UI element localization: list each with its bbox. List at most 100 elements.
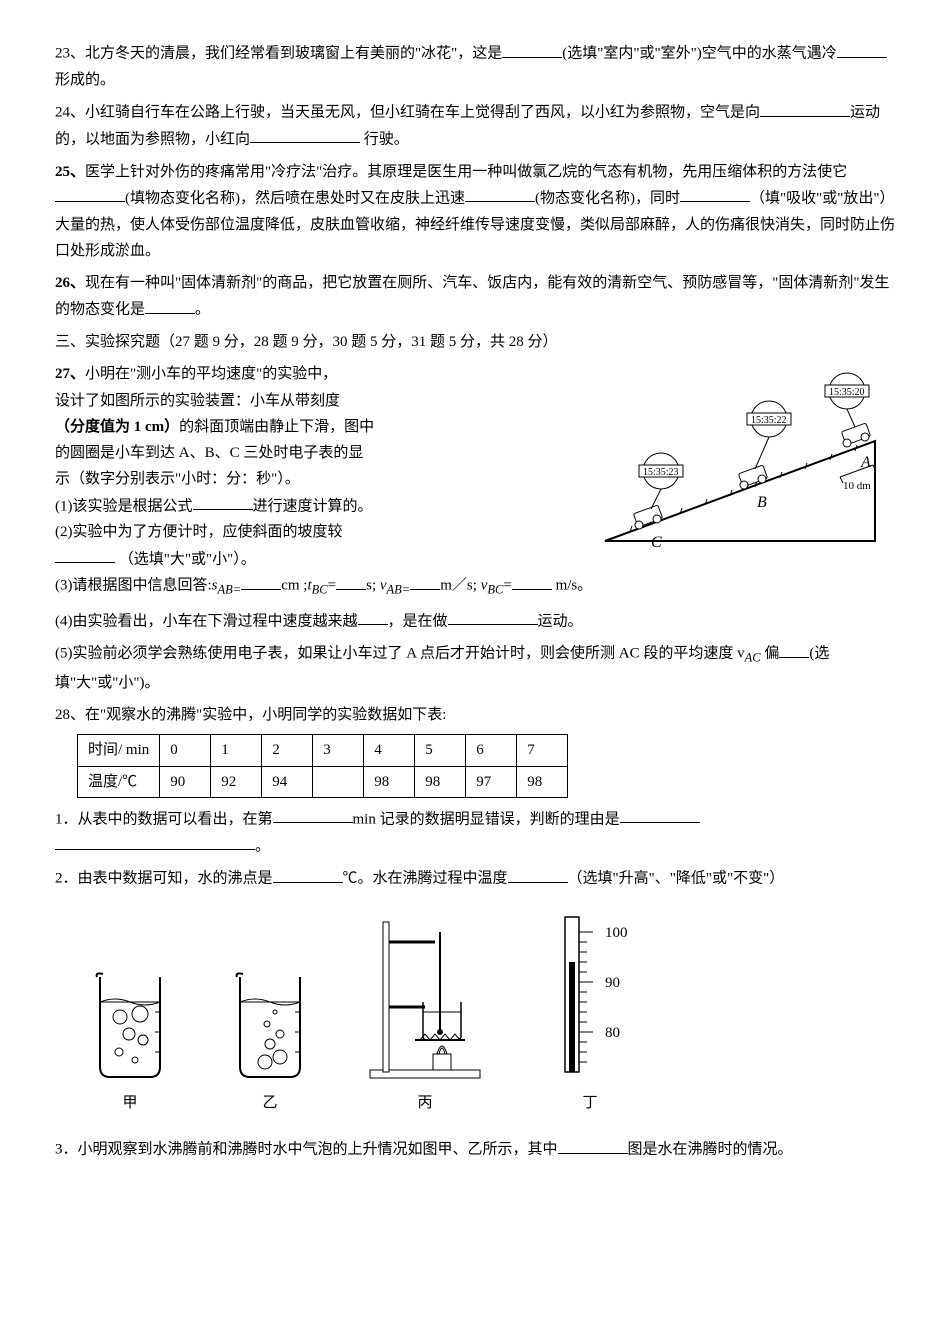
table-header: 时间/ min <box>78 735 160 766</box>
q27-p4: (4)由实验看出，小车在下滑过程中速度越来越，是在做运动。 <box>55 608 895 635</box>
figure-bing: 丙 <box>365 912 485 1116</box>
text: (5)实验前必须学会熟练使用电子表，如果让小车过了 A 点后才开始计时，则会使所… <box>55 646 745 662</box>
text: 形成的。 <box>55 72 115 88</box>
q27-p5: (5)实验前必须学会熟练使用电子表，如果让小车过了 A 点后才开始计时，则会使所… <box>55 640 895 696</box>
blank[interactable] <box>512 572 552 590</box>
text: （选填"升高"、"降低"或"不变"） <box>568 871 785 887</box>
question-28: 28、在"观察水的沸腾"实验中，小明同学的实验数据如下表: <box>55 702 895 728</box>
qnum: 24、 <box>55 105 85 121</box>
caption: 甲 <box>122 1090 137 1116</box>
q28-p2: 2．由表中数据可知，水的沸点是℃。水在沸腾过程中温度（选填"升高"、"降低"或"… <box>55 865 895 892</box>
cell: 98 <box>364 766 415 797</box>
blank[interactable] <box>145 296 195 314</box>
blank[interactable] <box>448 608 538 626</box>
text: (1)该实验是根据公式 <box>55 498 193 514</box>
blank[interactable] <box>273 865 343 883</box>
text: 小红骑自行车在公路上行驶，当天虽无风，但小红骑在车上觉得刮了西风，以小红为参照物… <box>85 105 760 121</box>
ramp-diagram: A B C 10 dm 15:35:20 15:35:22 <box>585 371 885 561</box>
question-26: 26、现在有一种叫"固体清新剂"的商品，把它放置在厕所、汽车、饭店内，能有效的清… <box>55 270 895 323</box>
text: 北方冬天的清晨，我们经常看到玻璃窗上有美丽的"冰花"，这是 <box>85 46 502 62</box>
q27-figure: A B C 10 dm 15:35:20 15:35:22 <box>575 361 895 561</box>
text: 偏 <box>761 646 780 662</box>
cell: 7 <box>517 735 568 766</box>
blank[interactable] <box>358 608 388 626</box>
cell: 2 <box>262 735 313 766</box>
blank[interactable] <box>241 572 281 590</box>
question-24: 24、小红骑自行车在公路上行驶，当天虽无风，但小红骑在车上觉得刮了西风，以小红为… <box>55 99 895 153</box>
blank[interactable] <box>55 185 125 203</box>
svg-text:100: 100 <box>605 925 628 941</box>
blank[interactable] <box>508 865 568 883</box>
cell: 90 <box>160 766 211 797</box>
text: 医学上针对外伤的疼痛常用"冷疗法"治疗。其原理是医生用一种叫做氯乙烷的气态有机物… <box>85 164 847 180</box>
cell: 4 <box>364 735 415 766</box>
text: 的斜面顶端由静止下滑，图中 <box>179 419 374 435</box>
caption: 丁 <box>582 1090 597 1116</box>
text: 。 <box>255 838 270 854</box>
text: （选填"大"或"小"）。 <box>115 551 256 567</box>
blank[interactable] <box>273 806 353 824</box>
var: v <box>380 578 387 594</box>
text: 运动。 <box>538 613 583 629</box>
question-23: 23、北方冬天的清晨，我们经常看到玻璃窗上有美丽的"冰花"，这是(选填"室内"或… <box>55 40 895 93</box>
blank[interactable] <box>55 833 255 851</box>
blank[interactable] <box>55 546 115 564</box>
text: 图是水在沸腾时的情况。 <box>628 1142 793 1158</box>
blank[interactable] <box>410 572 440 590</box>
text: 进行速度计算的。 <box>253 498 373 514</box>
blank[interactable] <box>250 126 360 144</box>
q27-text: 27、小明在"测小车的平均速度"的实验中， 设计了如图所示的实验装置：小车从带刻… <box>55 361 575 572</box>
cell: 94 <box>262 766 313 797</box>
blank[interactable] <box>502 40 562 58</box>
beaker-icon <box>225 962 315 1082</box>
qnum: 25、 <box>55 164 85 180</box>
text: ℃。水在沸腾过程中温度 <box>343 871 508 887</box>
text: 小明在"测小车的平均速度"的实验中， <box>85 366 337 382</box>
text: (物态变化名称)，同时 <box>535 190 680 206</box>
blank[interactable] <box>465 185 535 203</box>
blank[interactable] <box>760 99 850 117</box>
text: (3)请根据图中信息回答: <box>55 578 212 594</box>
blank[interactable] <box>779 640 809 658</box>
sub: AB= <box>387 583 411 597</box>
cell: 98 <box>415 766 466 797</box>
blank[interactable] <box>336 572 366 590</box>
text: 在"观察水的沸腾"实验中，小明同学的实验数据如下表: <box>85 707 446 723</box>
table-header: 温度/℃ <box>78 766 160 797</box>
text: （分度值为 1 cm） <box>55 419 179 435</box>
qnum: 26、 <box>55 275 85 291</box>
cell: 97 <box>466 766 517 797</box>
sub: AB= <box>218 583 242 597</box>
svg-text:C: C <box>651 534 662 551</box>
cell: 92 <box>211 766 262 797</box>
text: (2)实验中为了方便计时，应使斜面的坡度较 <box>55 519 575 545</box>
cell: 6 <box>466 735 517 766</box>
blank[interactable] <box>837 40 887 58</box>
figure-jia: 甲 <box>85 962 175 1116</box>
blank[interactable] <box>680 185 750 203</box>
qnum: 27、 <box>55 366 85 382</box>
text: cm ; <box>281 578 307 594</box>
question-25: 25、医学上针对外伤的疼痛常用"冷疗法"治疗。其原理是医生用一种叫做氯乙烷的气态… <box>55 159 895 265</box>
text: (选填"室内"或"室外")空气中的水蒸气遇冷 <box>562 46 836 62</box>
caption: 丙 <box>417 1090 432 1116</box>
q27-p3: (3)请根据图中信息回答:sAB=cm ;tBC=s; vAB=m／s; vBC… <box>55 572 895 601</box>
thermometer-icon: 100 90 80 <box>535 912 645 1082</box>
blank[interactable] <box>620 806 700 824</box>
text: m／s; <box>440 578 480 594</box>
apparatus-icon <box>365 912 485 1082</box>
cell: 3 <box>313 735 364 766</box>
text: = <box>503 578 511 594</box>
blank[interactable] <box>193 493 253 511</box>
text: 。 <box>195 302 210 318</box>
text: m/s。 <box>552 578 592 594</box>
caption: 乙 <box>262 1090 277 1116</box>
svg-text:10 dm: 10 dm <box>843 480 871 492</box>
text: 行驶。 <box>360 131 409 147</box>
svg-text:15:35:22: 15:35:22 <box>751 415 787 426</box>
blank[interactable] <box>558 1136 628 1154</box>
svg-text:80: 80 <box>605 1025 620 1041</box>
text: 1．从表中的数据可以看出，在第 <box>55 811 273 827</box>
table-row: 时间/ min 0 1 2 3 4 5 6 7 <box>78 735 568 766</box>
q28-p1: 1．从表中的数据可以看出，在第min 记录的数据明显错误，判断的理由是 。 <box>55 806 895 860</box>
